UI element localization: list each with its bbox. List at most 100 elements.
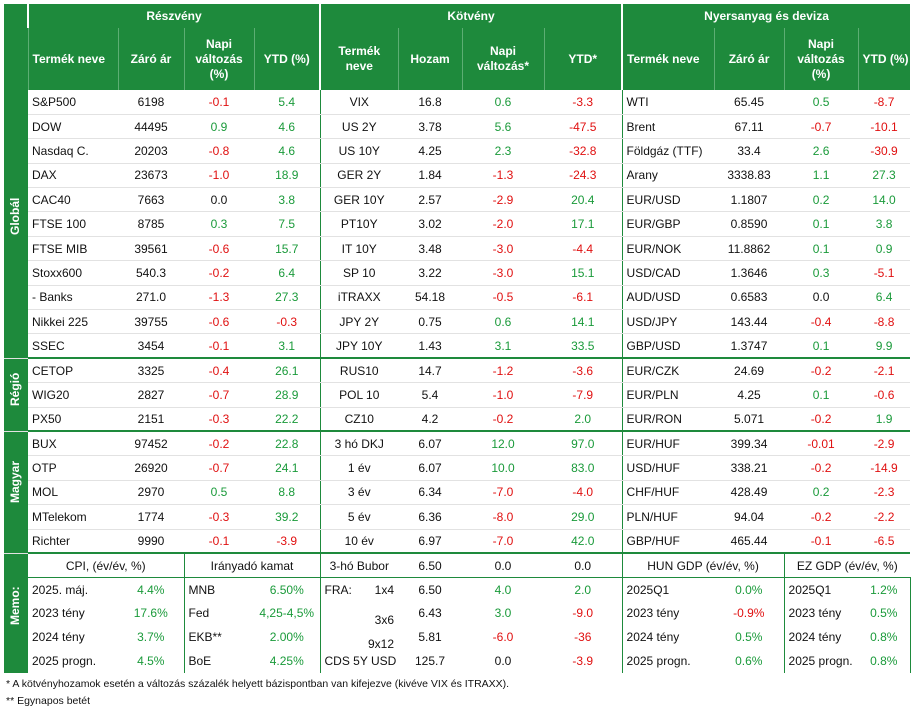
memo-cpi-label: 2025. máj. [32, 582, 89, 597]
memo-cpi-value: 3.7% [137, 630, 165, 645]
table-row: FTSE MIB 39561 -0.6 15.7 IT 10Y 3.48 -3.0 -4.4 E… [4, 236, 911, 262]
stock-ytd: 24.1 [254, 455, 321, 481]
commod-name: PLN/HUF [622, 504, 715, 530]
bond-ytd: 42.0 [544, 529, 623, 555]
memo-fra-ytd: -36 [574, 630, 592, 645]
memo-fra-ytd: -3.9 [572, 654, 594, 669]
section-label: Globál [4, 90, 28, 359]
bond-name: JPY 2Y [320, 309, 398, 335]
stock-close: 39561 [118, 236, 184, 262]
section-label-text: Régió [8, 372, 22, 406]
commod-name: USD/JPY [622, 309, 715, 335]
stock-daily-change: -0.3 [184, 504, 254, 530]
col-header: Termék neve [622, 28, 715, 90]
table-row: WIG20 2827 -0.7 28.9 POL 10 5.4 -1.0 -7.9 EUR/PL… [4, 382, 911, 408]
bond-name: US 2Y [320, 114, 398, 140]
stock-name: PX50 [28, 407, 118, 433]
bond-daily-change: 0.6 [462, 309, 544, 335]
memo-cpi-header: CPI, (év/év, %) [28, 553, 184, 578]
group-header-row: Részvény Kötvény Nyersanyag és deviza [4, 4, 911, 28]
bond-ytd: 29.0 [544, 504, 623, 530]
commod-name: USD/HUF [622, 455, 715, 481]
table-row: Nikkei 225 39755 -0.6 -0.3 JPY 2Y 0.75 0.6 14.1… [4, 309, 911, 335]
commod-close: 33.4 [714, 138, 785, 164]
memo-ez-value: 0.8% [858, 649, 911, 674]
bond-daily-change: -1.0 [462, 382, 544, 408]
memo-bubor-header: 3-hó Bubor [319, 553, 398, 578]
stock-ytd: 6.4 [254, 260, 321, 286]
memo-bubor-ytd: 0.0 [544, 553, 623, 578]
table-row: DAX 23673 -1.0 18.9 GER 2Y 1.84 -1.3 -24.3 Arany… [4, 163, 911, 189]
memo-rate-label: MNB [183, 577, 254, 602]
commod-daily-change: 0.0 [784, 285, 859, 311]
stock-close: 9990 [118, 529, 184, 555]
bond-ytd: -24.3 [544, 163, 623, 189]
memo-hun-gdp-header: HUN GDP (év/év, %) [621, 553, 785, 578]
table-row: Globál S&P500 6198 -0.1 5.4 VIX 16.8 0.6 -3.3 WTI… [4, 90, 911, 359]
stock-daily-change: -0.1 [184, 529, 254, 555]
commod-close: 0.8590 [714, 211, 785, 237]
stock-ytd: -3.9 [254, 529, 321, 555]
memo-fra-label: CDS 5Y USD [319, 649, 398, 674]
commod-close: 399.34 [714, 431, 785, 457]
memo-fra-tenor: 9x12 [367, 637, 394, 650]
memo-fra-ytd: -9.0 [572, 606, 594, 621]
commod-daily-change: -0.2 [784, 407, 859, 433]
stock-name: - Banks [28, 285, 118, 311]
commod-daily-change: -0.2 [784, 504, 859, 530]
commod-ytd: -0.6 [858, 382, 911, 408]
stock-close: 1774 [118, 504, 184, 530]
footnotes: * A kötvényhozamok esetén a változás szá… [6, 676, 509, 710]
memo-ez-label: 2025Q1 [783, 577, 859, 602]
stock-ytd: 15.7 [254, 236, 321, 262]
stock-close: 2827 [118, 382, 184, 408]
commod-daily-change: -0.4 [784, 309, 859, 335]
commod-daily-change: -0.7 [784, 114, 859, 140]
stock-ytd: 3.1 [254, 333, 321, 360]
memo-fra-value: 6.50 [418, 582, 442, 597]
commod-ytd: 0.9 [858, 236, 911, 262]
bond-name: GER 2Y [320, 163, 398, 189]
bond-yield: 54.18 [398, 285, 462, 311]
stock-name: DOW [28, 114, 118, 140]
bond-ytd: 20.4 [544, 187, 623, 213]
stock-daily-change: -1.0 [184, 163, 254, 189]
memo-fra-value: 125.7 [414, 654, 446, 669]
commod-close: 465.44 [714, 529, 785, 555]
memo-rate-value: 2.00% [269, 630, 304, 645]
commod-name: AUD/USD [622, 285, 715, 311]
stock-daily-change: -0.2 [184, 431, 254, 457]
memo-row: 2023 tény 17.6% Fed 4,25-4,5% 3x6 6.43 3.0 -9.0… [4, 601, 911, 626]
stock-name: OTP [28, 455, 118, 481]
commod-ytd: -2.2 [858, 504, 911, 530]
commod-daily-change: -0.2 [784, 455, 859, 481]
stock-ytd: 26.1 [254, 358, 321, 384]
stock-name: FTSE MIB [28, 236, 118, 262]
commod-close: 11.8862 [714, 236, 785, 262]
memo-hun-label: 2025Q1 [621, 577, 715, 602]
memo-cpi-value: 17.6% [133, 606, 168, 621]
section-label: Magyar [4, 431, 28, 554]
commod-daily-change: 1.1 [784, 163, 859, 189]
bond-yield: 3.78 [398, 114, 462, 140]
memo-header-row: Memo: CPI, (év/év, %) Irányadó kamat 3-hó B… [4, 553, 911, 674]
table-row: CAC40 7663 0.0 3.8 GER 10Y 2.57 -2.9 20.4 EUR/US… [4, 187, 911, 213]
commod-ytd: -6.5 [858, 529, 911, 555]
commod-daily-change: 0.2 [784, 480, 859, 506]
bond-yield: 6.07 [398, 431, 462, 457]
commod-ytd: 27.3 [858, 163, 911, 189]
memo-fra-label: 3x6 [319, 601, 398, 626]
col-header: YTD (%) [254, 28, 321, 90]
stock-daily-change: -0.1 [184, 90, 254, 115]
bond-ytd: 97.0 [544, 431, 623, 457]
commod-name: CHF/HUF [622, 480, 715, 506]
commod-ytd: 9.9 [858, 333, 911, 360]
memo-rate-label: BoE [183, 649, 254, 674]
memo-bubor-change: 0.0 [462, 553, 544, 578]
stock-close: 97452 [118, 431, 184, 457]
table-row: - Banks 271.0 -1.3 27.3 iTRAXX 54.18 -0.5 -6.1 A… [4, 285, 911, 311]
stock-name: CAC40 [28, 187, 118, 213]
col-header: Napi változás (%) [784, 28, 859, 90]
bond-daily-change: -7.0 [462, 480, 544, 506]
bond-daily-change: -1.3 [462, 163, 544, 189]
